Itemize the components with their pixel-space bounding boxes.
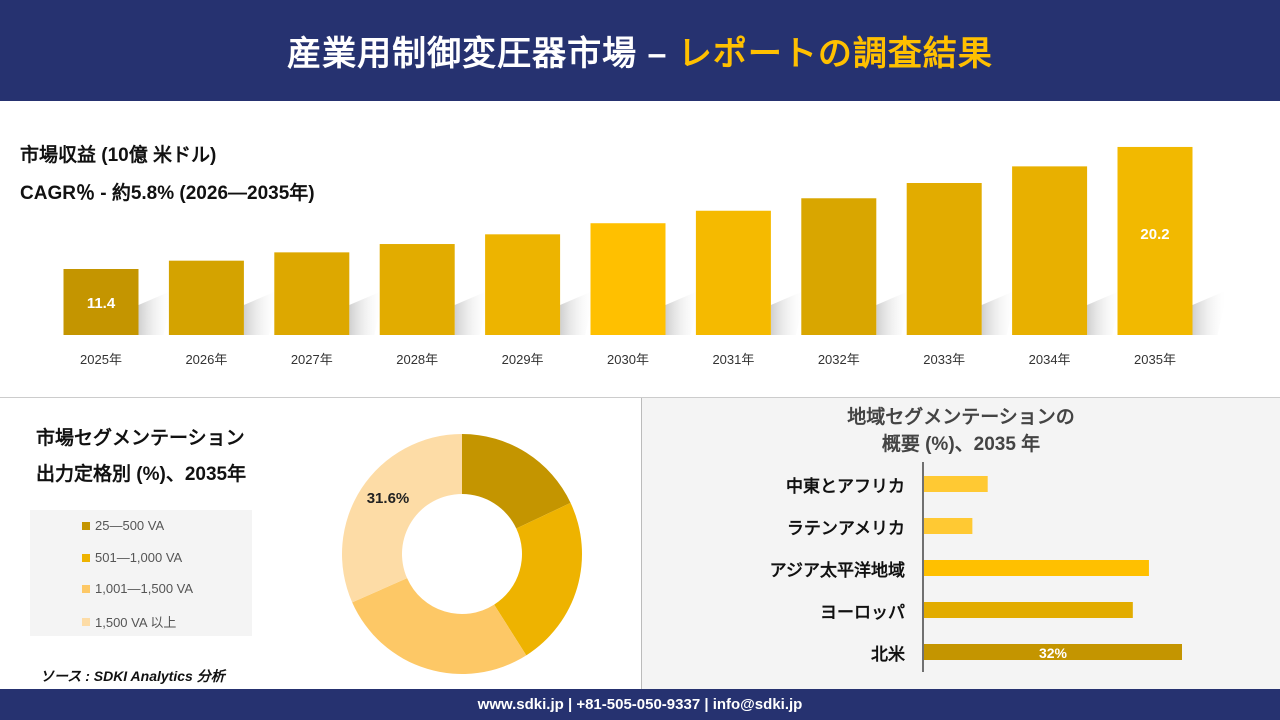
x-tick-label: 2026年 — [185, 352, 227, 367]
bar-shadow — [665, 290, 701, 335]
region-label: ヨーロッパ — [820, 603, 905, 622]
donut-legend: 25—500 VA 501—1,000 VA 1,001—1,500 VA 1,… — [30, 510, 252, 636]
cagr-label: CAGR％ - 約5.8% (2026—2035年) — [20, 183, 315, 204]
x-tick-label: 2025年 — [80, 352, 122, 367]
legend-label: 1,001—1,500 VA — [95, 581, 194, 596]
segment-title-line1: 市場セグメンテーション — [36, 428, 245, 449]
title-highlight: レポートの調査結果 — [677, 35, 993, 73]
bar-shadow — [876, 290, 912, 335]
bar-2027年 — [274, 252, 350, 335]
bar-2031年 — [695, 210, 771, 335]
bar-shadow — [1087, 290, 1123, 335]
bar-2033年 — [906, 183, 982, 335]
legend-swatch — [82, 553, 90, 562]
donut-slice-1 — [494, 502, 582, 656]
region-panel: 地域セグメンテーションの 概要 (%)、2035 年 中東とアフリカ ラテンアメリ… — [641, 398, 1280, 689]
footer-contact: www.sdki.jp | +81-505-050-9337 | info@sd… — [0, 689, 1280, 720]
bar-shadow — [138, 290, 174, 335]
legend-item: 25—500 VA — [82, 518, 164, 533]
legend-item: 1,500 VA 以上 — [82, 612, 176, 631]
legend-swatch — [82, 584, 90, 593]
legend-label: 501—1,000 VA — [95, 550, 183, 565]
region-bar-0 — [924, 476, 988, 492]
region-bar-4 — [924, 644, 1182, 660]
donut-slice-2 — [352, 578, 527, 674]
x-tick-label: 2032年 — [818, 352, 860, 367]
region-label: 中東とアフリカ — [786, 477, 905, 496]
legend-label: 1,500 VA 以上 — [95, 615, 177, 630]
region-label: アジア太平洋地域 — [769, 561, 905, 580]
bar-2026年 — [168, 260, 244, 335]
legend-item: 501—1,000 VA — [82, 550, 182, 565]
region-label: 北米 — [871, 645, 905, 664]
bar-2028年 — [379, 244, 455, 335]
title-main: 産業用制御変圧器市場 – — [287, 35, 668, 73]
region-label: ラテンアメリカ — [786, 519, 905, 538]
x-tick-label: 2028年 — [396, 352, 438, 367]
bar-2025年 — [63, 269, 139, 335]
x-tick-label: 2030年 — [607, 352, 649, 367]
segment-title-line2: 出力定格別 (%)、2035年 — [36, 464, 247, 485]
bar-shadow — [454, 290, 490, 335]
bar-shadow — [349, 290, 385, 335]
header-banner: 産業用制御変圧器市場 – レポートの調査結果 — [0, 0, 1280, 101]
bar-shadow — [560, 290, 596, 335]
bar-shadow — [981, 290, 1017, 335]
legend-swatch — [82, 617, 90, 626]
region-title-line2: 概要 (%)、2035 年 — [881, 434, 1041, 455]
donut-chart: 31.6% — [341, 434, 582, 674]
donut-slice-0 — [462, 434, 571, 529]
data-label: 20.2 — [1140, 226, 1169, 243]
data-label: 11.4 — [87, 295, 116, 312]
x-tick-label: 2033年 — [923, 352, 965, 367]
bar-2029年 — [485, 234, 561, 335]
source-note: ソース : SDKI Analytics 分析 — [40, 668, 225, 684]
bar-2032年 — [801, 198, 877, 335]
x-tick-label: 2027年 — [291, 352, 333, 367]
bar-2030年 — [590, 223, 666, 335]
region-bar-2 — [924, 560, 1149, 576]
region-bar-1 — [924, 518, 973, 534]
region-title-line1: 地域セグメンテーションの — [847, 407, 1075, 428]
section-divider — [0, 397, 1280, 398]
region-bar-chart: 32% — [922, 462, 1182, 672]
revenue-bar-chart: 2025年 11.4 2026年 2027年 2028年 2029年 2030年 2031年 2… — [63, 146, 1228, 367]
region-data-label: 32% — [1039, 645, 1068, 661]
x-tick-label: 2031年 — [712, 352, 754, 367]
donut-slice-3 — [341, 434, 462, 603]
donut-data-label: 31.6% — [367, 490, 410, 507]
x-tick-label: 2029年 — [502, 352, 544, 367]
legend-item: 1,001—1,500 VA — [82, 581, 193, 596]
x-tick-label: 2034年 — [1029, 352, 1071, 367]
legend-swatch — [82, 521, 90, 530]
bar-shadow — [243, 290, 279, 335]
legend-label: 25—500 VA — [95, 518, 165, 533]
x-tick-label: 2035年 — [1134, 352, 1176, 367]
bar-2035年 — [1117, 146, 1193, 335]
revenue-label: 市場収益 (10億 米ドル) — [20, 145, 217, 166]
bar-shadow — [770, 290, 806, 335]
bar-2034年 — [1012, 166, 1088, 335]
region-bar-3 — [924, 602, 1133, 618]
bar-shadow — [1192, 290, 1228, 335]
